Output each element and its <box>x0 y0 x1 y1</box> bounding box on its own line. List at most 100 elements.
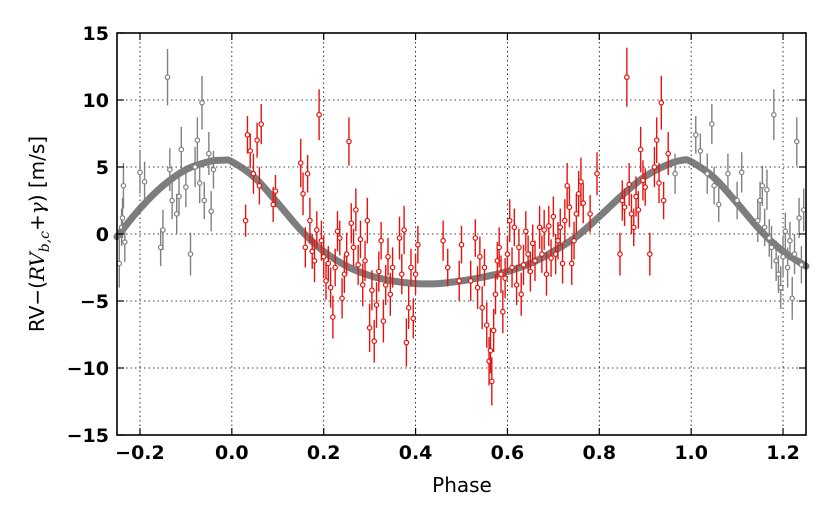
plot-frame <box>116 32 807 436</box>
y-axis-title: RV−(RVb,c+γ) [m/s] <box>25 136 53 332</box>
data-point <box>506 217 513 224</box>
data-point <box>320 253 327 260</box>
data-point <box>311 257 318 264</box>
data-point <box>658 99 665 106</box>
data-point <box>353 207 359 213</box>
data-point <box>334 228 341 235</box>
data-point <box>548 255 554 261</box>
data-point <box>474 284 481 291</box>
x-tick-label: 0.0 <box>215 442 249 464</box>
data-point <box>141 178 148 185</box>
data-point <box>578 178 584 185</box>
y-tick-label: −15 <box>67 425 109 447</box>
data-point <box>119 215 126 221</box>
data-point <box>304 170 311 177</box>
data-point <box>272 188 279 194</box>
data-point <box>167 166 173 173</box>
data-point <box>250 170 257 177</box>
data-point <box>477 253 483 260</box>
data-point <box>357 236 364 243</box>
data-point <box>532 257 538 264</box>
data-point <box>656 180 662 186</box>
data-point <box>697 148 704 154</box>
data-point <box>621 204 628 211</box>
data-point <box>647 251 653 257</box>
data-point <box>536 224 543 231</box>
data-point <box>566 204 573 211</box>
data-point <box>624 74 630 81</box>
data-point <box>332 264 338 271</box>
data-point <box>371 338 378 345</box>
data-point <box>270 201 276 208</box>
x-tick-label: 0.4 <box>399 442 433 464</box>
data-point <box>489 378 495 385</box>
data-point <box>653 137 660 144</box>
data-point <box>545 223 552 229</box>
data-point <box>458 241 465 248</box>
data-point <box>157 244 164 251</box>
data-point <box>369 287 375 294</box>
tick-labels: −0.2 0.0 0.2 0.4 0.6 0.8 1.0 1.2 −15 −10 −5 0 5 10 15 <box>67 23 800 464</box>
data-point <box>208 208 214 215</box>
data-point <box>794 138 800 145</box>
data-point <box>472 235 479 241</box>
data-point <box>628 211 635 217</box>
data-point <box>672 170 678 177</box>
data-point <box>137 169 143 176</box>
data-point <box>780 253 786 260</box>
data-point <box>359 282 366 288</box>
data-point <box>343 251 350 257</box>
data-point <box>256 182 263 189</box>
data-point <box>692 132 699 138</box>
data-point <box>350 244 357 251</box>
data-point <box>775 271 782 278</box>
data-point <box>412 271 419 278</box>
data-point <box>346 138 352 145</box>
data-point <box>665 150 672 157</box>
y-tick-label: 10 <box>83 90 109 112</box>
data-point <box>773 257 779 264</box>
data-point <box>709 121 715 127</box>
y-axis-title-subscript: b,c <box>37 231 53 252</box>
data-point <box>759 182 766 189</box>
data-point <box>483 322 490 328</box>
data-point <box>396 235 403 241</box>
data-point <box>258 121 265 127</box>
x-tick-label: 0.8 <box>582 442 616 464</box>
data-point <box>525 251 531 257</box>
data-point <box>715 201 722 208</box>
data-point <box>403 339 410 346</box>
data-point <box>348 220 355 227</box>
data-point <box>541 227 547 233</box>
data-point <box>640 177 646 184</box>
data-point <box>176 193 182 200</box>
x-tick-label: 0.6 <box>491 442 525 464</box>
data-point <box>511 224 518 231</box>
data-point <box>768 244 775 251</box>
data-point <box>766 235 773 241</box>
data-point <box>410 315 417 322</box>
data-point <box>327 284 334 291</box>
data-point <box>637 146 644 153</box>
x-axis-title: Phase <box>432 473 492 497</box>
y-axis-title-plus: + <box>25 214 49 231</box>
data-point <box>777 284 784 291</box>
data-point <box>642 184 649 190</box>
x-tick-label: 1.0 <box>674 442 708 464</box>
data-point <box>543 271 550 278</box>
data-point <box>481 264 488 271</box>
data-point <box>169 197 175 204</box>
data-point <box>405 304 412 311</box>
data-point <box>479 304 485 311</box>
data-point <box>557 224 564 231</box>
data-point <box>178 146 185 153</box>
data-point <box>796 215 802 221</box>
data-point <box>440 237 446 244</box>
data-point <box>784 264 791 271</box>
series-primary <box>242 47 672 406</box>
data-point <box>575 191 582 197</box>
x-tick-label: −0.2 <box>115 442 165 464</box>
data-point <box>382 282 389 288</box>
series-wrapped <box>116 49 807 320</box>
data-point <box>196 180 203 186</box>
